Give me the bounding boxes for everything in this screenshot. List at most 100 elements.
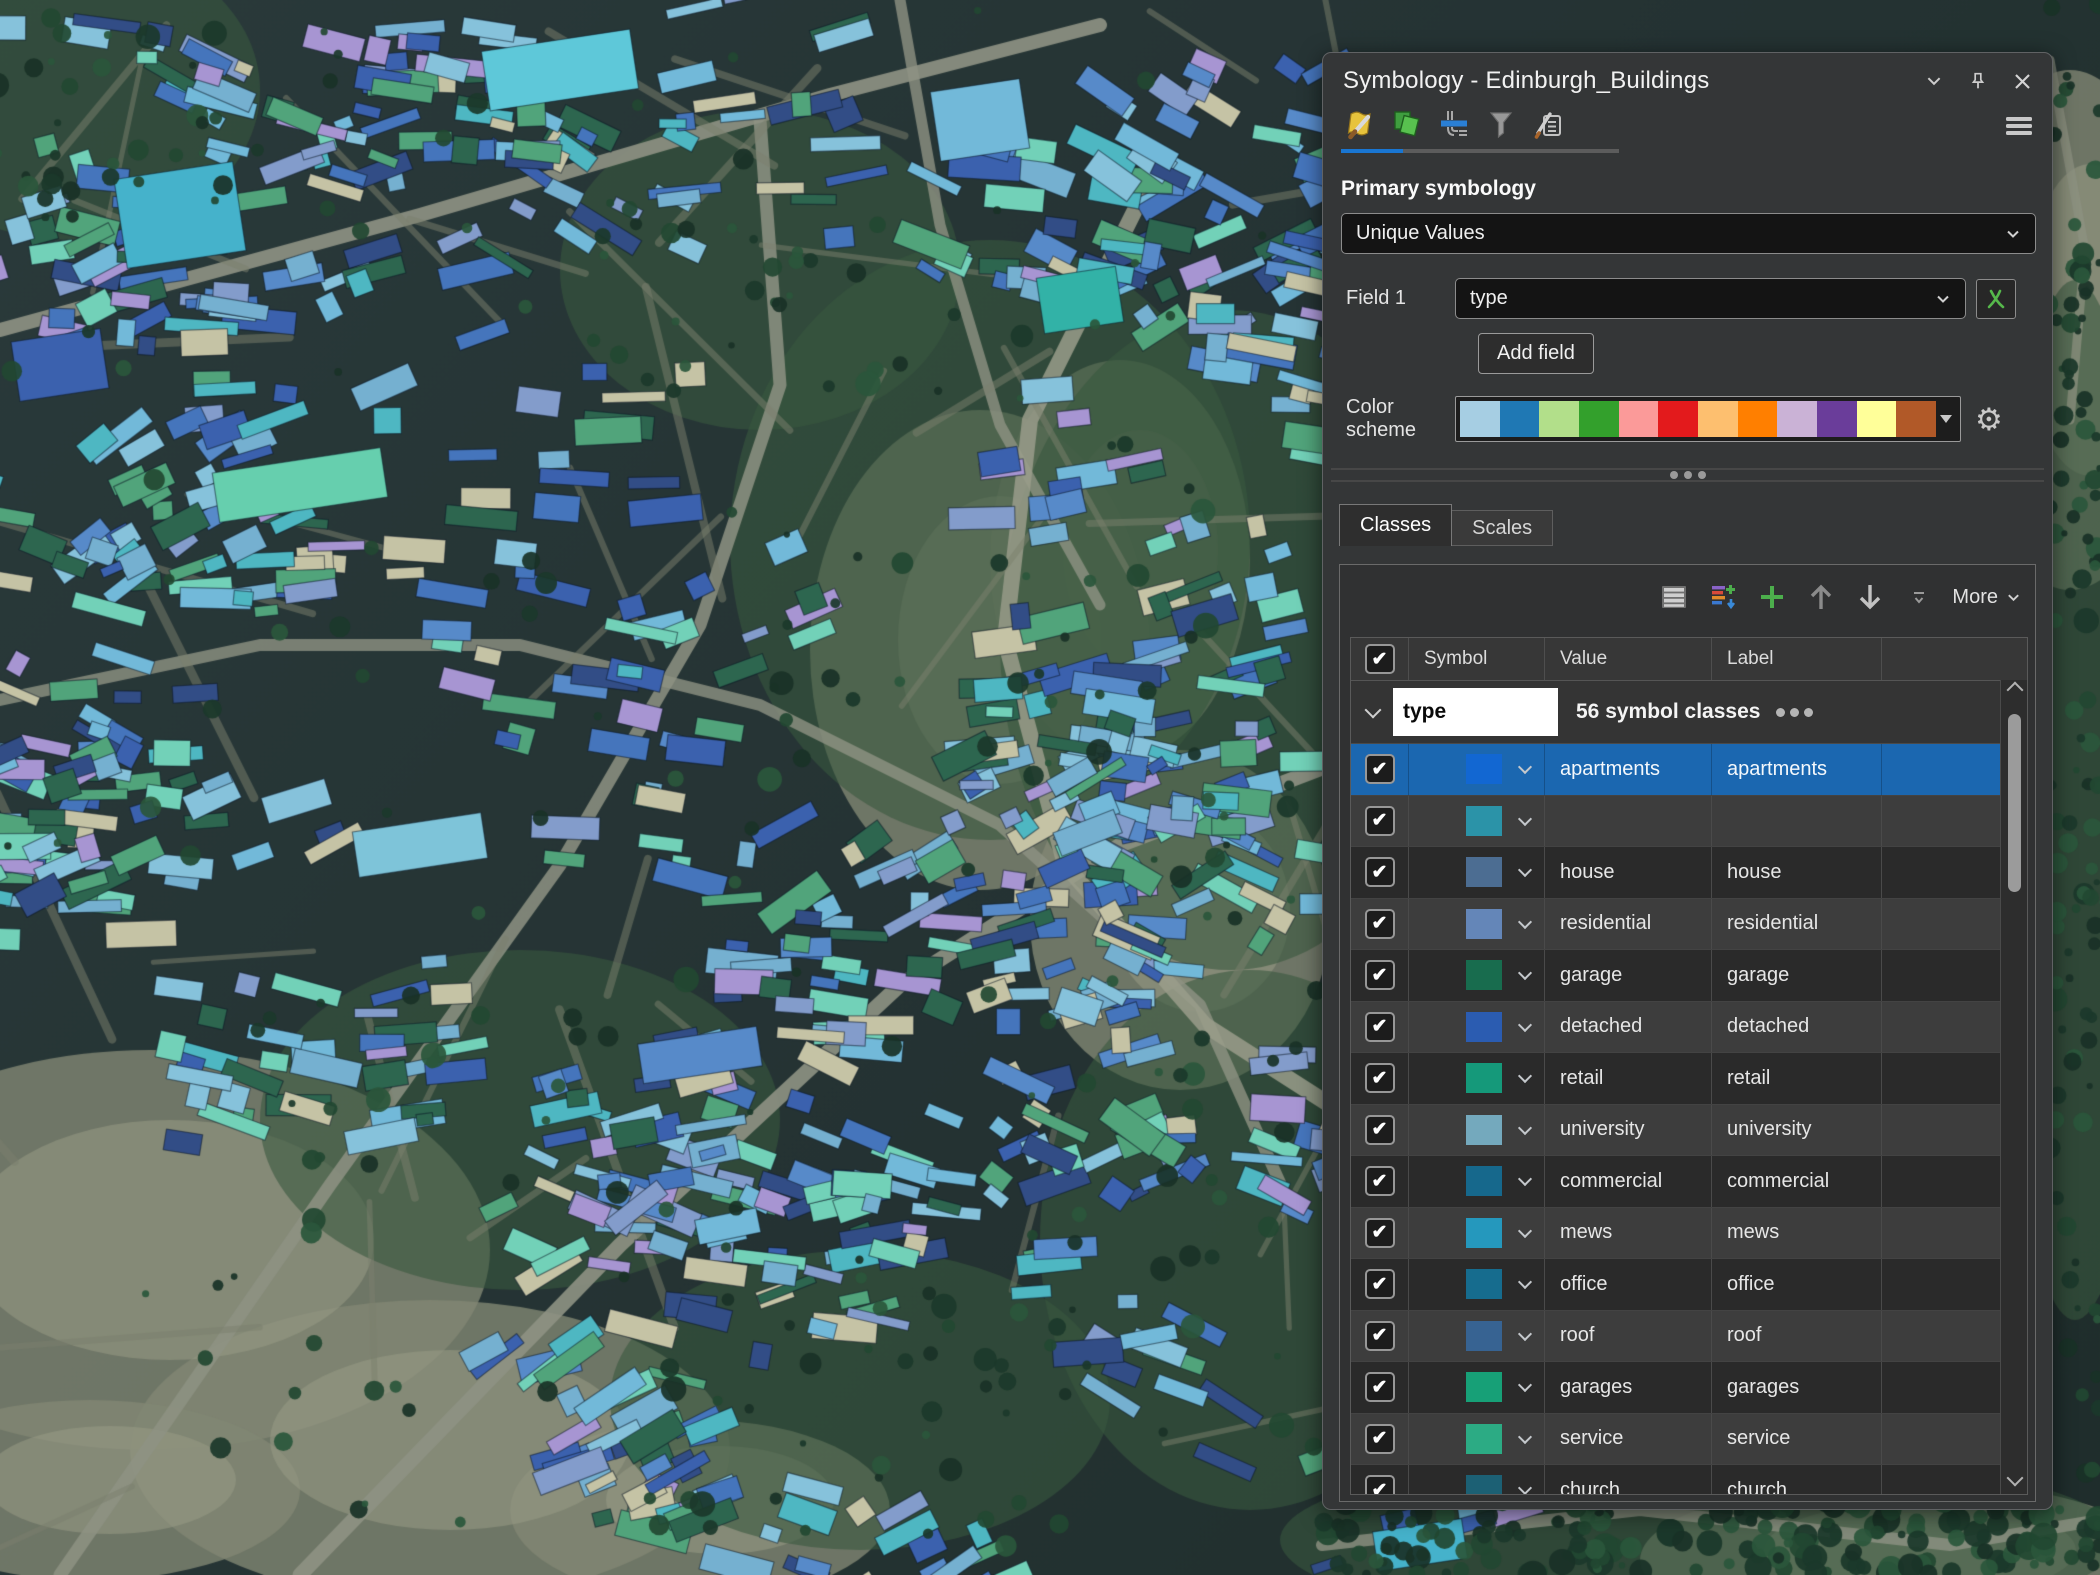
- row-visibility-checkbox[interactable]: ✔: [1364, 1114, 1395, 1145]
- symbol-swatch[interactable]: [1466, 1217, 1502, 1248]
- value-cell[interactable]: detached: [1560, 1015, 1643, 1038]
- column-header-label[interactable]: Label: [1712, 638, 1882, 680]
- row-visibility-checkbox[interactable]: ✔: [1364, 1423, 1395, 1454]
- label-cell[interactable]: service: [1727, 1427, 1791, 1450]
- value-cell[interactable]: garages: [1560, 1375, 1633, 1398]
- label-cell[interactable]: house: [1727, 860, 1782, 883]
- row-visibility-checkbox[interactable]: ✔: [1364, 908, 1395, 939]
- symbol-swatch[interactable]: [1466, 1166, 1502, 1197]
- row-visibility-checkbox[interactable]: ✔: [1364, 754, 1395, 785]
- scale-classes-tab-icon[interactable]: [1482, 105, 1520, 143]
- symbol-swatch[interactable]: [1466, 1063, 1502, 1094]
- class-row[interactable]: ✔ garage garage: [1351, 950, 2000, 1002]
- class-row[interactable]: ✔ apartments apartments: [1351, 744, 2000, 796]
- symbol-dropdown-icon[interactable]: [1517, 1069, 1533, 1084]
- value-cell[interactable]: service: [1560, 1427, 1624, 1450]
- group-options-icon[interactable]: [1776, 707, 1814, 717]
- label-cell[interactable]: apartments: [1727, 757, 1828, 780]
- symbol-swatch[interactable]: [1466, 805, 1502, 836]
- symbol-swatch[interactable]: [1466, 1269, 1502, 1300]
- row-visibility-checkbox[interactable]: ✔: [1364, 1063, 1395, 1094]
- row-visibility-checkbox[interactable]: ✔: [1364, 805, 1395, 836]
- row-visibility-checkbox[interactable]: ✔: [1364, 1320, 1395, 1351]
- column-header-value[interactable]: Value: [1545, 638, 1712, 680]
- row-visibility-checkbox[interactable]: ✔: [1364, 1269, 1395, 1300]
- value-cell[interactable]: house: [1560, 860, 1615, 883]
- symbol-dropdown-icon[interactable]: [1517, 966, 1533, 981]
- panel-menu-icon[interactable]: [2002, 109, 2036, 143]
- field1-select[interactable]: type: [1455, 278, 1966, 319]
- panel-splitter[interactable]: [1323, 468, 2052, 484]
- add-field-button[interactable]: Add field: [1478, 333, 1594, 374]
- class-row[interactable]: ✔ house house: [1351, 847, 2000, 899]
- more-button[interactable]: More: [1952, 586, 2021, 609]
- symbol-dropdown-icon[interactable]: [1517, 1120, 1533, 1135]
- scrollbar-thumb[interactable]: [2008, 714, 2021, 892]
- value-cell[interactable]: roof: [1560, 1324, 1595, 1347]
- class-row[interactable]: ✔ residential residential: [1351, 898, 2000, 950]
- row-visibility-checkbox[interactable]: ✔: [1364, 960, 1395, 991]
- symbol-dropdown-icon[interactable]: [1517, 1378, 1533, 1393]
- vary-symbology-tab-icon[interactable]: [1388, 105, 1426, 143]
- class-row[interactable]: ✔ office office: [1351, 1259, 2000, 1311]
- symbology-method-select[interactable]: Unique Values: [1341, 213, 2036, 254]
- symbol-dropdown-icon[interactable]: [1517, 1481, 1533, 1494]
- vertical-scrollbar[interactable]: [2000, 680, 2027, 1494]
- class-row[interactable]: ✔ commercial commercial: [1351, 1156, 2000, 1208]
- row-visibility-checkbox[interactable]: ✔: [1364, 857, 1395, 888]
- group-field-input[interactable]: [1393, 688, 1558, 736]
- symbol-swatch[interactable]: [1466, 1114, 1502, 1145]
- symbol-dropdown-icon[interactable]: [1517, 1017, 1533, 1032]
- class-row[interactable]: ✔ retail retail: [1351, 1053, 2000, 1105]
- group-collapse-icon[interactable]: [1364, 701, 1382, 719]
- advanced-symbology-tab-icon[interactable]: [1529, 105, 1567, 143]
- collapse-rows-icon[interactable]: [1903, 581, 1935, 613]
- symbol-dropdown-icon[interactable]: [1517, 914, 1533, 929]
- value-cell[interactable]: apartments: [1560, 757, 1661, 780]
- symbol-swatch[interactable]: [1466, 1372, 1502, 1403]
- class-row[interactable]: ✔: [1351, 795, 2000, 847]
- label-cell[interactable]: garage: [1727, 963, 1790, 986]
- value-cell[interactable]: mews: [1560, 1221, 1613, 1244]
- class-row[interactable]: ✔ service service: [1351, 1413, 2000, 1465]
- pin-icon[interactable]: [1966, 69, 1990, 93]
- label-cell[interactable]: office: [1727, 1272, 1775, 1295]
- symbol-swatch[interactable]: [1466, 1011, 1502, 1042]
- row-visibility-checkbox[interactable]: ✔: [1364, 1475, 1395, 1494]
- tab-scales[interactable]: Scales: [1452, 510, 1554, 546]
- select-all-checkbox[interactable]: ✔: [1364, 644, 1395, 674]
- class-row[interactable]: ✔ mews mews: [1351, 1207, 2000, 1259]
- row-visibility-checkbox[interactable]: ✔: [1364, 1011, 1395, 1042]
- symbol-dropdown-icon[interactable]: [1517, 1429, 1533, 1444]
- show-all-rows-icon[interactable]: [1658, 581, 1690, 613]
- primary-symbology-tab-icon[interactable]: [1341, 105, 1379, 143]
- move-up-icon[interactable]: [1805, 581, 1837, 613]
- row-visibility-checkbox[interactable]: ✔: [1364, 1217, 1395, 1248]
- move-down-icon[interactable]: [1854, 581, 1886, 613]
- label-cell[interactable]: garages: [1727, 1375, 1800, 1398]
- symbol-dropdown-icon[interactable]: [1517, 1275, 1533, 1290]
- value-cell[interactable]: church: [1560, 1478, 1621, 1495]
- close-icon[interactable]: [2010, 69, 2034, 93]
- symbol-dropdown-icon[interactable]: [1517, 1223, 1533, 1238]
- label-cell[interactable]: commercial: [1727, 1169, 1830, 1192]
- symbol-swatch[interactable]: [1466, 857, 1502, 888]
- symbol-dropdown-icon[interactable]: [1517, 1326, 1533, 1341]
- label-cell[interactable]: mews: [1727, 1221, 1780, 1244]
- label-cell[interactable]: retail: [1727, 1066, 1771, 1089]
- class-row[interactable]: ✔ garages garages: [1351, 1362, 2000, 1414]
- value-cell[interactable]: residential: [1560, 912, 1652, 935]
- symbol-swatch[interactable]: [1466, 1423, 1502, 1454]
- color-scheme-ramp[interactable]: [1455, 396, 1961, 442]
- symbol-dropdown-icon[interactable]: [1517, 1172, 1533, 1187]
- value-cell[interactable]: office: [1560, 1272, 1608, 1295]
- value-cell[interactable]: university: [1560, 1118, 1645, 1141]
- value-cell[interactable]: garage: [1560, 963, 1623, 986]
- row-visibility-checkbox[interactable]: ✔: [1364, 1166, 1395, 1197]
- symbol-dropdown-icon[interactable]: [1517, 760, 1533, 775]
- symbol-swatch[interactable]: [1466, 754, 1502, 785]
- label-cell[interactable]: church: [1727, 1478, 1788, 1495]
- value-cell[interactable]: commercial: [1560, 1169, 1663, 1192]
- class-row[interactable]: ✔ roof roof: [1351, 1310, 2000, 1362]
- label-cell[interactable]: university: [1727, 1118, 1812, 1141]
